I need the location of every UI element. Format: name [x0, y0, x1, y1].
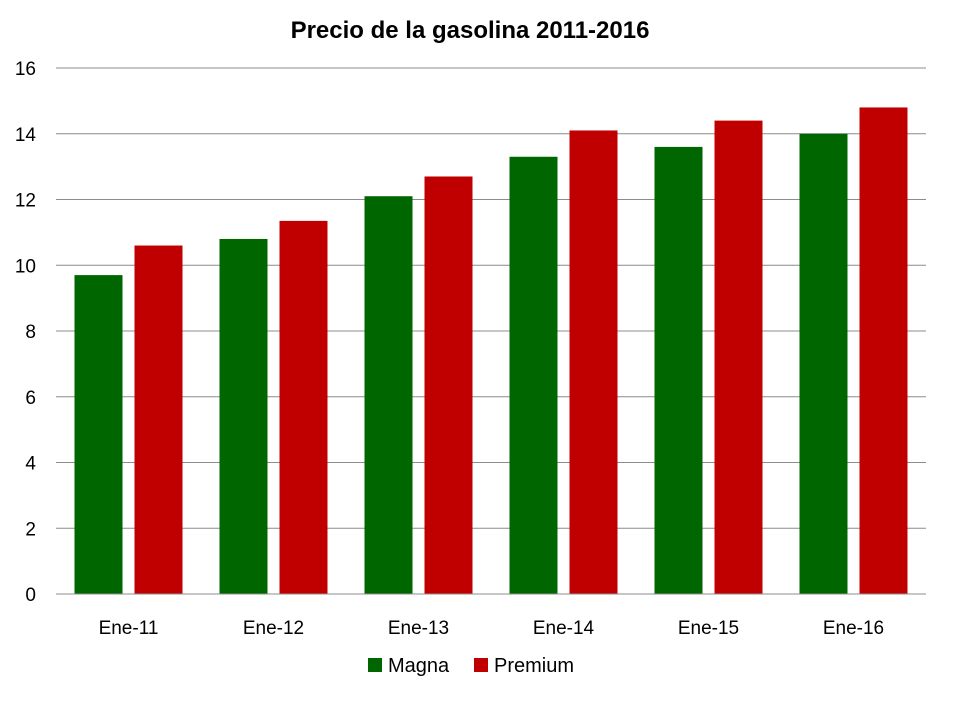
bar-magna-ene-13 [364, 196, 413, 594]
bars [74, 107, 908, 595]
legend-label-premium: Premium [494, 655, 574, 677]
gridlines [56, 67, 926, 529]
legend: Magna Premium [368, 655, 574, 677]
y-tick-label: 12 [15, 191, 36, 212]
x-tick-label: Ene-13 [388, 618, 449, 639]
x-axis-tick-labels: Ene-11 Ene-12 Ene-13 Ene-14 Ene-15 Ene-16 [99, 618, 885, 639]
y-tick-label: 4 [25, 454, 36, 475]
y-tick-label: 0 [25, 585, 36, 606]
y-tick-label: 10 [15, 256, 36, 277]
x-tick-label: Ene-16 [823, 618, 884, 639]
x-tick-label: Ene-11 [99, 618, 159, 639]
bar-magna-ene-11 [74, 275, 123, 594]
legend-swatch-magna [368, 658, 382, 672]
legend-swatch-premium [474, 658, 488, 672]
bar-magna-ene-14 [509, 156, 558, 594]
legend-label-magna: Magna [388, 655, 450, 677]
y-axis-tick-labels: 0 2 4 6 8 10 12 14 16 [15, 59, 37, 606]
y-tick-label: 14 [15, 125, 37, 146]
bar-magna-ene-16 [799, 133, 848, 594]
bar-premium-ene-11 [134, 245, 183, 594]
bar-magna-ene-15 [654, 146, 703, 594]
x-tick-label: Ene-14 [533, 618, 595, 639]
x-tick-label: Ene-15 [678, 618, 739, 639]
bar-premium-ene-15 [714, 120, 763, 594]
bar-magna-ene-12 [219, 238, 268, 594]
bar-premium-ene-16 [859, 107, 908, 594]
chart-title: Precio de la gasolina 2011-2016 [291, 17, 650, 44]
x-tick-label: Ene-12 [243, 618, 304, 639]
y-tick-label: 16 [15, 59, 36, 80]
y-tick-label: 8 [25, 322, 36, 343]
bar-premium-ene-13 [424, 176, 473, 595]
y-tick-label: 2 [25, 519, 36, 540]
y-tick-label: 6 [25, 388, 36, 409]
bar-premium-ene-14 [569, 130, 618, 594]
bar-premium-ene-12 [279, 220, 328, 594]
